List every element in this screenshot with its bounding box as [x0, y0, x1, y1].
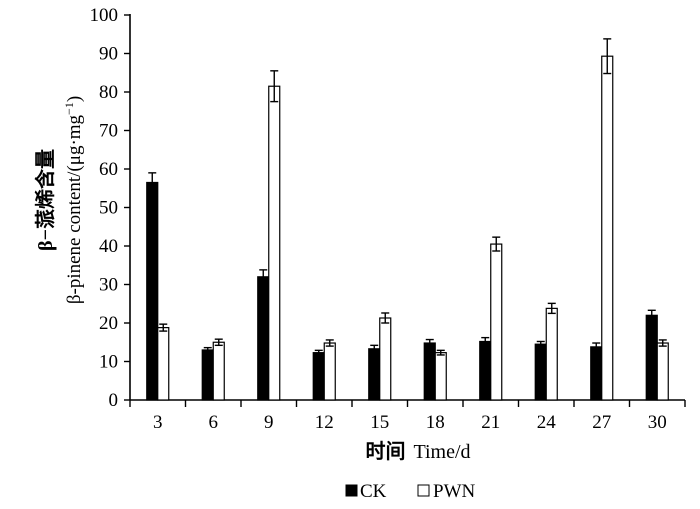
x-axis-label-en: Time/d [413, 441, 470, 463]
bar-ck [368, 348, 381, 401]
legend-swatch-ck [345, 484, 358, 497]
y-axis-label-en: β-pinene content/(μg·mg−1) [62, 96, 85, 304]
x-tick-label: 6 [209, 412, 219, 433]
y-tick-label: 40 [99, 236, 118, 257]
y-tick-label: 20 [99, 313, 118, 334]
bar-ck [146, 181, 159, 401]
x-tick-label: 18 [426, 412, 445, 433]
bar-pwn [601, 55, 614, 401]
y-tick-label: 0 [109, 390, 119, 411]
bar-pwn [157, 327, 170, 401]
bar-ck [479, 340, 492, 401]
x-tick-label: 12 [315, 412, 334, 433]
bar-pwn [545, 307, 558, 401]
y-tick-label: 70 [99, 121, 118, 142]
y-tick-label: 100 [90, 5, 119, 26]
y-axis-label-en-close: ) [64, 96, 85, 102]
legend: CK PWN [345, 481, 476, 502]
bar-pwn [212, 341, 225, 401]
bar-pwn [268, 85, 281, 401]
bar-ck [590, 346, 603, 401]
bar-ck [534, 343, 547, 401]
x-axis-label: 时间 Time/d [365, 439, 470, 463]
x-tick-label: 27 [592, 412, 611, 433]
legend-swatch-pwn [417, 484, 430, 497]
bar-ck [645, 314, 658, 401]
y-tick-label: 80 [99, 82, 118, 103]
bar-pwn [656, 342, 669, 401]
bar-ck [423, 342, 436, 401]
y-axis-label-cn: β−蒎烯含量 [33, 149, 57, 251]
x-tick-label: 9 [264, 412, 274, 433]
y-ticks: 0 10 20 30 40 50 60 70 80 90 100 [90, 5, 130, 411]
x-ticks: 3 6 9 12 15 18 21 24 27 30 [129, 400, 686, 433]
x-axis-label-cn: 时间 [365, 439, 405, 463]
y-tick-label: 60 [99, 159, 118, 180]
y-axis-label-en-sup: −1 [62, 102, 76, 115]
x-tick-label: 24 [537, 412, 557, 433]
x-tick-label: 21 [481, 412, 500, 433]
bar-pwn [323, 342, 336, 401]
bar-ck [312, 352, 325, 401]
y-tick-label: 10 [99, 352, 118, 373]
bar-pwn [379, 317, 392, 401]
y-tick-label: 90 [99, 44, 118, 65]
legend-label-ck: CK [360, 481, 387, 502]
y-tick-label: 30 [99, 275, 118, 296]
x-tick-label: 15 [370, 412, 389, 433]
bar-pwn [490, 243, 503, 401]
bar-ck [201, 349, 214, 401]
legend-label-pwn: PWN [433, 481, 476, 502]
y-tick-label: 50 [99, 198, 118, 219]
bar-pwn [434, 352, 447, 401]
bars [146, 55, 669, 401]
bar-ck [257, 276, 270, 401]
x-tick-label: 3 [153, 412, 163, 433]
x-tick-label: 30 [648, 412, 667, 433]
y-axis-label-en-main: β-pinene content/(μg·mg [64, 114, 85, 304]
error-bars [148, 38, 667, 356]
